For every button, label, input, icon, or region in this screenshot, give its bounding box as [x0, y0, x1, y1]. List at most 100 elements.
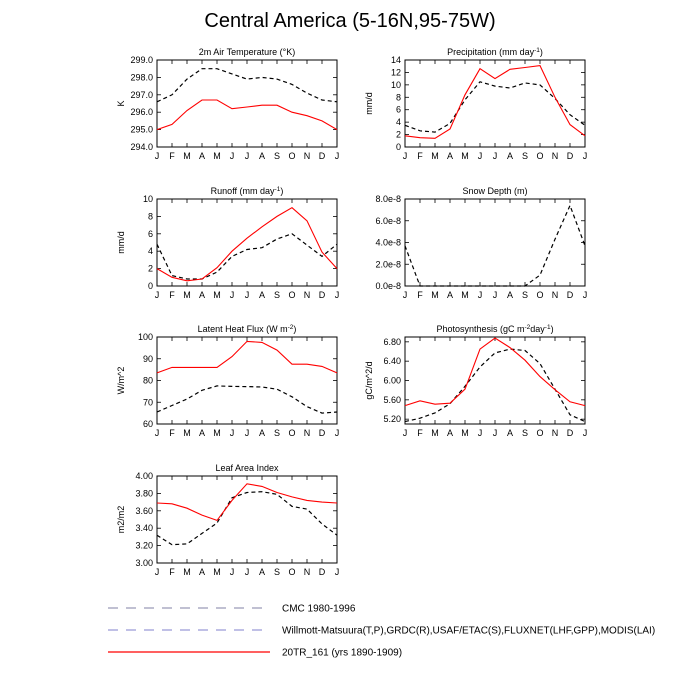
legend-label: CMC 1980-1996 — [282, 604, 356, 615]
y-tick-label: 4 — [396, 117, 401, 127]
y-tick-label: 14 — [391, 55, 401, 65]
series-line-obs — [404, 203, 586, 287]
x-tick-label: M — [431, 151, 439, 161]
x-tick-label: N — [304, 151, 311, 161]
x-tick-label: F — [169, 290, 175, 300]
series-line-model — [156, 483, 338, 522]
x-tick-label: O — [288, 428, 295, 438]
plot-frame — [156, 336, 338, 425]
x-tick-label: M — [213, 290, 221, 300]
y-tick-label: 80 — [143, 376, 153, 386]
x-tick-label: O — [288, 290, 295, 300]
x-tick-label: S — [522, 290, 528, 300]
x-tick-label: F — [169, 567, 175, 577]
legend-label: Willmott-Matsuura(T,P),GRDC(R),USAF/ETAC… — [282, 626, 655, 637]
y-tick-label: 70 — [143, 397, 153, 407]
x-tick-label: J — [478, 151, 483, 161]
series-line-obs — [156, 68, 338, 103]
x-tick-label: D — [567, 428, 574, 438]
y-tick-label: 12 — [391, 67, 401, 77]
x-tick-label: M — [213, 428, 221, 438]
x-tick-label: M — [183, 290, 191, 300]
x-tick-label: O — [288, 567, 295, 577]
plot-frame — [156, 198, 338, 287]
y-tick-label: 297.0 — [130, 90, 153, 100]
chart-panel-4: Snow Depth (m)J F M A M J J A S O N D J0.0e-82.0e-84… — [375, 186, 587, 300]
x-tick-label: A — [447, 151, 453, 161]
x-tick-label: S — [522, 151, 528, 161]
panel-title: Photosynthesis (gC m-2day-1) — [436, 324, 553, 335]
x-tick-label: D — [319, 567, 326, 577]
x-tick-label: N — [304, 567, 311, 577]
x-tick-label: J — [155, 290, 160, 300]
x-tick-label: A — [259, 151, 265, 161]
y-tick-label: 5.20 — [383, 414, 401, 424]
panel-title: Latent Heat Flux (W m-2) — [198, 324, 297, 335]
x-tick-label: A — [447, 290, 453, 300]
page-title: Central America (5-16N,95-75W) — [204, 10, 496, 32]
x-tick-label: O — [288, 151, 295, 161]
x-tick-label: A — [259, 290, 265, 300]
x-tick-label: F — [417, 290, 423, 300]
x-tick-label: J — [245, 290, 250, 300]
x-tick-label: F — [417, 151, 423, 161]
x-tick-label: J — [335, 151, 340, 161]
x-tick-label: J — [403, 428, 408, 438]
y-tick-label: 8 — [148, 211, 153, 221]
series-line-obs — [156, 491, 338, 546]
y-tick-label: 10 — [391, 80, 401, 90]
x-tick-label: J — [583, 151, 588, 161]
y-tick-label: 8 — [396, 92, 401, 102]
x-tick-label: J — [155, 567, 160, 577]
x-tick-label: O — [536, 151, 543, 161]
y-tick-label: 6.00 — [383, 376, 401, 386]
y-tick-label: 299.0 — [130, 55, 153, 65]
x-tick-label: J — [245, 151, 250, 161]
y-tick-label: 8.0e-8 — [375, 194, 401, 204]
x-tick-label: N — [552, 290, 559, 300]
series-line-obs — [156, 385, 338, 414]
y-axis-label: mm/d — [364, 92, 374, 115]
panel-title: 2m Air Temperature (°K) — [199, 47, 295, 57]
plot-frame — [156, 475, 338, 564]
x-tick-label: A — [199, 428, 205, 438]
x-tick-label: A — [259, 567, 265, 577]
series-line-obs — [404, 348, 586, 423]
x-tick-label: J — [230, 428, 235, 438]
x-tick-label: S — [274, 567, 280, 577]
x-tick-label: J — [403, 290, 408, 300]
y-tick-label: 3.40 — [135, 523, 153, 533]
x-tick-label: S — [522, 428, 528, 438]
y-axis-label: K — [116, 100, 126, 106]
y-tick-label: 3.00 — [135, 558, 153, 568]
x-tick-label: N — [304, 428, 311, 438]
x-tick-label: J — [155, 151, 160, 161]
x-tick-label: M — [431, 290, 439, 300]
x-tick-label: D — [319, 428, 326, 438]
x-tick-label: J — [583, 428, 588, 438]
y-tick-label: 296.0 — [130, 107, 153, 117]
x-tick-label: S — [274, 428, 280, 438]
y-tick-label: 0.0e-8 — [375, 281, 401, 291]
y-tick-label: 6 — [148, 229, 153, 239]
y-axis-label: W/m^2 — [116, 367, 126, 395]
series-line-model — [156, 207, 338, 282]
chart-panel-5: Latent Heat Flux (W m-2)J F M A M J J A S O N D J607… — [116, 324, 339, 439]
y-tick-label: 100 — [138, 332, 153, 342]
x-tick-label: M — [213, 567, 221, 577]
x-tick-label: J — [478, 428, 483, 438]
y-tick-label: 6.40 — [383, 356, 401, 366]
plot-frame — [404, 198, 586, 287]
x-tick-label: J — [155, 428, 160, 438]
y-tick-label: 2 — [148, 264, 153, 274]
x-tick-label: S — [274, 290, 280, 300]
x-tick-label: A — [447, 428, 453, 438]
x-tick-label: J — [245, 567, 250, 577]
x-tick-label: N — [304, 290, 311, 300]
x-tick-label: A — [507, 290, 513, 300]
y-tick-label: 6 — [396, 105, 401, 115]
y-tick-label: 6.0e-8 — [375, 216, 401, 226]
series-line-model — [156, 340, 338, 374]
